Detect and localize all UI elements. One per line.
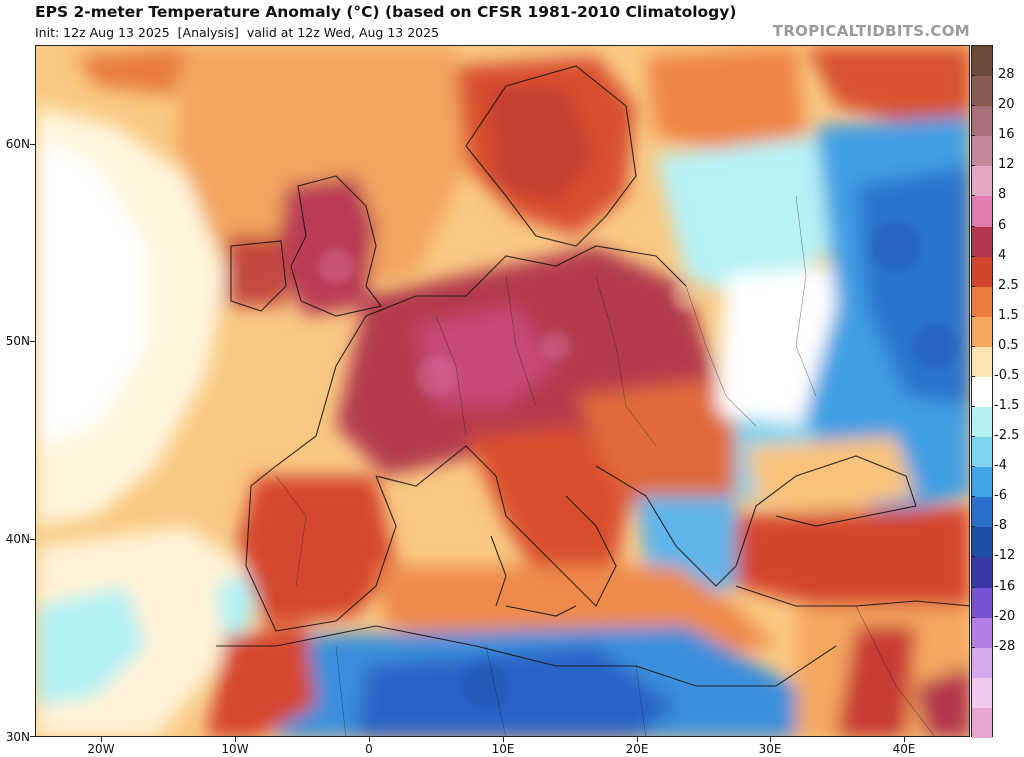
colorbar-segment	[972, 407, 992, 438]
colorbar-tick	[971, 345, 975, 347]
colorbar-segment	[972, 226, 992, 258]
lon-tick	[101, 737, 102, 742]
colorbar-label: 1.5	[998, 307, 1019, 323]
colorbar-segment	[972, 617, 992, 649]
colorbar-label: -8	[994, 518, 1007, 534]
valid-time: valid at 12z Wed, Aug 13 2025	[246, 25, 440, 40]
colorbar-segment	[972, 376, 992, 408]
anomaly-map-graphic	[36, 46, 969, 736]
colorbar-segment	[972, 346, 992, 378]
lon-label-10e: 10E	[491, 742, 515, 756]
colorbar-label: 8	[998, 187, 1007, 203]
colorbar-segment	[972, 106, 992, 137]
lon-label-30e: 30E	[758, 742, 782, 756]
colorbar-segment	[972, 557, 992, 589]
colorbar-tick	[971, 586, 975, 588]
colorbar-segment	[972, 256, 992, 288]
borders	[275, 195, 935, 736]
colorbar-tick	[971, 195, 975, 197]
colorbar-tick	[971, 315, 975, 317]
colorbar-tick	[971, 526, 975, 528]
init-time: Init: 12z Aug 13 2025	[35, 25, 170, 40]
colorbar-tick	[971, 616, 975, 618]
colorbar-tick	[971, 135, 975, 137]
lon-tick	[770, 737, 771, 742]
anomaly-texture	[318, 221, 958, 711]
map-subtitle: Init: 12z Aug 13 2025 [Analysis] valid a…	[35, 25, 439, 40]
colorbar-segment	[972, 677, 992, 709]
colorbar-tick	[971, 165, 975, 167]
lat-tick	[30, 341, 35, 342]
colorbar-segment	[972, 286, 992, 318]
anomaly-map	[35, 45, 970, 737]
colorbar-label: -2.5	[994, 428, 1020, 444]
colorbar-tick	[971, 646, 975, 648]
lon-tick	[235, 737, 236, 742]
colorbar-tick	[971, 255, 975, 257]
colorbar-label: -16	[994, 578, 1016, 594]
colorbar-segment	[972, 166, 992, 197]
colorbar-label: -20	[994, 608, 1016, 624]
lon-tick	[369, 737, 370, 742]
colorbar-tick	[971, 496, 975, 498]
colorbar-segment	[972, 497, 992, 528]
colorbar-tick	[971, 285, 975, 287]
colorbar-label: 16	[998, 127, 1015, 143]
colorbar-segment	[972, 46, 992, 77]
colorbar-tick	[971, 375, 975, 377]
colorbar-segment	[972, 196, 992, 227]
colorbar-label: -0.5	[994, 367, 1020, 383]
colorbar-tick	[971, 105, 975, 107]
analysis-tag: [Analysis]	[177, 25, 239, 40]
colorbar-segment	[972, 527, 992, 558]
source-credit: TROPICALTIDBITS.COM	[772, 22, 970, 40]
colorbar-label: 4	[998, 247, 1007, 263]
colorbar-segment	[972, 587, 992, 619]
colorbar-segment	[972, 76, 992, 107]
lon-tick	[637, 737, 638, 742]
colorbar-label: 2.5	[998, 277, 1019, 293]
colorbar-label: 28	[998, 67, 1015, 83]
colorbar-segment	[972, 647, 992, 679]
lat-tick	[30, 539, 35, 540]
colorbar-tick	[971, 406, 975, 408]
map-title: EPS 2-meter Temperature Anomaly (°C) (ba…	[35, 3, 737, 21]
colorbar-label: -12	[994, 548, 1016, 564]
lon-tick	[503, 737, 504, 742]
colorbar-tick	[971, 556, 975, 558]
coastlines	[216, 65, 969, 687]
colorbar-label: 0.5	[998, 337, 1019, 353]
colorbar-tick	[971, 466, 975, 468]
lon-tick	[904, 737, 905, 742]
colorbar-segment	[972, 136, 992, 167]
lat-tick	[30, 736, 35, 737]
lat-label-40n: 40N	[5, 532, 30, 546]
colorbar-tick	[971, 225, 975, 227]
lat-label-50n: 50N	[5, 334, 30, 348]
colorbar-label: 12	[998, 157, 1015, 173]
lat-label-60n: 60N	[5, 137, 30, 151]
colorbar-label: -28	[994, 638, 1016, 654]
lon-label-0: 0	[365, 742, 373, 756]
colorbar-segment	[972, 467, 992, 498]
colorbar-label: -6	[994, 488, 1007, 504]
colorbar-tick	[971, 436, 975, 438]
colorbar-label: 6	[998, 217, 1007, 233]
lon-label-20w: 20W	[87, 742, 115, 756]
colorbar-segment	[972, 316, 992, 348]
lat-label-30n: 30N	[5, 730, 30, 744]
colorbar-tick	[971, 75, 975, 77]
lon-label-10w: 10W	[221, 742, 249, 756]
colorbar-label: 20	[998, 97, 1015, 113]
lon-label-40e: 40E	[892, 742, 916, 756]
lat-tick	[30, 144, 35, 145]
colorbar-label: -1.5	[994, 398, 1020, 414]
colorbar-label: -4	[994, 458, 1007, 474]
colorbar-segment	[972, 437, 992, 468]
lon-label-20e: 20E	[625, 742, 649, 756]
colorbar	[971, 45, 993, 739]
colorbar-segment	[972, 707, 992, 739]
